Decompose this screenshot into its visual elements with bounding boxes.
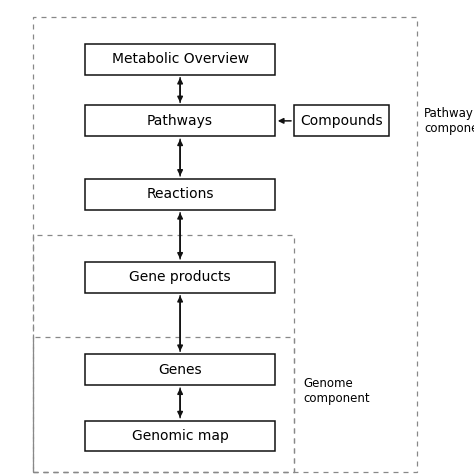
Text: Pathway
component: Pathway component: [424, 107, 474, 135]
Bar: [85, 106, 275, 137]
Text: Genome
component: Genome component: [303, 377, 370, 405]
Text: Genomic map: Genomic map: [132, 429, 228, 443]
Bar: [85, 179, 275, 210]
Text: Pathways: Pathways: [147, 114, 213, 128]
Bar: [33, 17, 417, 472]
Text: Genes: Genes: [158, 363, 202, 377]
Bar: [85, 44, 275, 74]
Text: Compounds: Compounds: [300, 114, 383, 128]
Text: Reactions: Reactions: [146, 187, 214, 201]
Bar: [85, 421, 275, 451]
Bar: [294, 106, 389, 137]
Text: Metabolic Overview: Metabolic Overview: [111, 52, 249, 66]
Bar: [85, 355, 275, 385]
Bar: [85, 262, 275, 293]
Bar: [33, 337, 294, 472]
Bar: [33, 235, 294, 472]
Text: Gene products: Gene products: [129, 270, 231, 284]
